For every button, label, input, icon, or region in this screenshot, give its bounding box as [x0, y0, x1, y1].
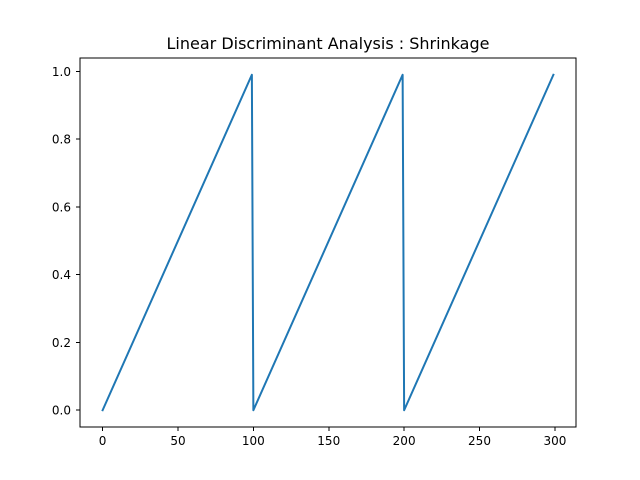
y-tick-label: 0.6 — [52, 200, 71, 214]
y-tick-label: 0.0 — [52, 404, 71, 418]
y-tick-label: 0.8 — [52, 133, 71, 147]
x-axis: 0 50 100 150 200 250 300 — [99, 427, 566, 448]
x-tick-label: 100 — [242, 434, 265, 448]
y-tick-label: 1.0 — [52, 65, 71, 79]
chart-title: Linear Discriminant Analysis : Shrinkage — [167, 34, 490, 53]
axes-frame — [79, 57, 577, 428]
y-tick-label: 0.4 — [52, 268, 71, 282]
x-tick-label: 250 — [468, 434, 491, 448]
x-tick-label: 50 — [170, 434, 185, 448]
x-tick-label: 0 — [99, 434, 107, 448]
series-line-0 — [101, 73, 555, 412]
x-tick-label: 200 — [393, 434, 416, 448]
x-tick-label: 300 — [543, 434, 566, 448]
x-tick-label: 150 — [317, 434, 340, 448]
plot-area: 0 50 100 150 200 250 300 0.0 0.2 0.4 0.6 0.8 1.0 — [52, 57, 577, 448]
y-tick-label: 0.2 — [52, 336, 71, 350]
y-axis: 0.0 0.2 0.4 0.6 0.8 1.0 — [52, 65, 80, 418]
series-layer — [101, 73, 555, 412]
